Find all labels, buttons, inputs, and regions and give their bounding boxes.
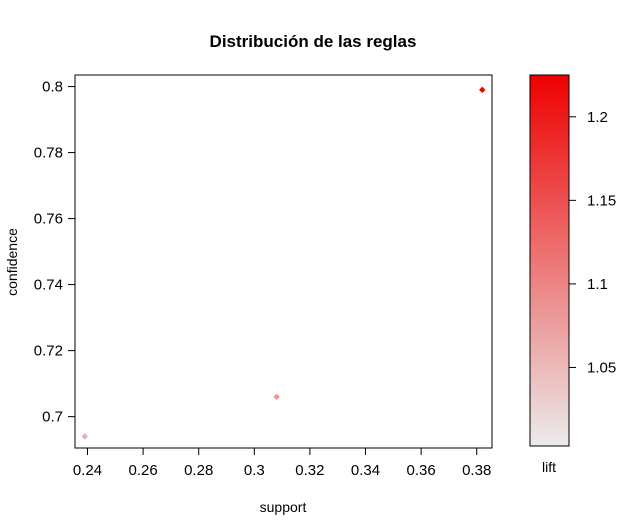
colorbar	[529, 74, 570, 447]
plot-frame	[74, 74, 493, 449]
colorbar-axis: 1.05 1.1 1.15 1.2	[569, 109, 616, 376]
y-tick-label: 0.7	[42, 409, 63, 426]
x-tick-label: 0.38	[462, 462, 491, 479]
x-tick-label: 0.36	[407, 462, 436, 479]
x-tick-label: 0.32	[295, 462, 324, 479]
x-axis-label: support	[260, 499, 307, 515]
data-point	[479, 86, 486, 94]
colorbar-tick-label: 1.15	[587, 192, 616, 209]
colorbar-tick-label: 1.1	[587, 276, 608, 293]
x-axis: 0.24 0.26 0.28 0.3 0.32 0.34 0.36 0.38	[73, 448, 491, 479]
y-axis: 0.7 0.72 0.74 0.76 0.78 0.8	[34, 79, 75, 426]
y-tick-label: 0.8	[42, 79, 63, 96]
colorbar-tick-label: 1.05	[587, 359, 616, 376]
x-tick-label: 0.28	[184, 462, 213, 479]
x-tick-label: 0.3	[244, 462, 265, 479]
y-tick-label: 0.72	[34, 343, 63, 360]
y-tick-label: 0.78	[34, 145, 63, 162]
x-tick-label: 0.26	[129, 462, 158, 479]
data-point	[273, 393, 280, 401]
colorbar-tick-label: 1.2	[587, 109, 608, 126]
data-points	[81, 86, 486, 440]
x-tick-label: 0.34	[351, 462, 380, 479]
colorbar-label: lift	[542, 459, 556, 475]
y-tick-label: 0.74	[34, 277, 63, 294]
chart-title: Distribución de las reglas	[210, 32, 417, 51]
data-point	[81, 433, 88, 440]
y-tick-label: 0.76	[34, 211, 63, 228]
y-axis-label: confidence	[4, 228, 20, 296]
x-tick-label: 0.24	[73, 462, 102, 479]
